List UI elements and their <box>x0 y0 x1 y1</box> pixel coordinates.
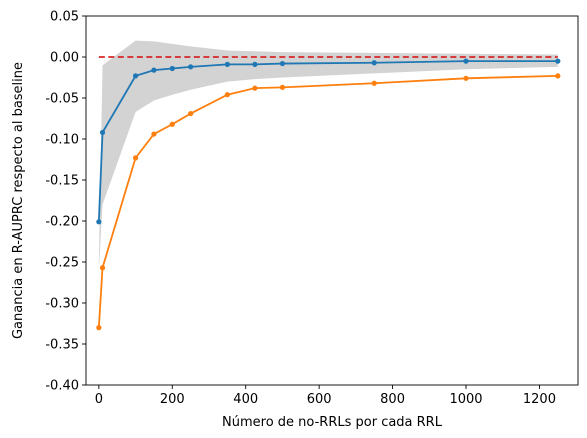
x-tick-label: 800 <box>380 392 405 407</box>
series-2-point <box>188 110 194 117</box>
series-2-point <box>169 121 175 127</box>
y-tick-label: -0.25 <box>45 256 79 271</box>
x-tick-label: 1200 <box>523 392 556 407</box>
series-1-point <box>371 60 377 66</box>
y-tick-label: -0.35 <box>45 338 79 353</box>
confidence-band <box>98 40 558 271</box>
series-1-point <box>188 64 194 70</box>
series-1-point <box>279 60 286 67</box>
y-tick-label: 0.00 <box>50 51 79 66</box>
series-1-point <box>96 219 102 225</box>
y-tick-label: -0.10 <box>45 133 79 148</box>
series-2-point <box>371 80 377 86</box>
x-tick-label: 0 <box>95 392 103 407</box>
series-2-point <box>151 131 157 137</box>
plot-area <box>96 40 561 331</box>
y-tick-label: -0.30 <box>45 297 79 312</box>
series-1-point <box>132 73 139 79</box>
x-tick-label: 400 <box>233 392 258 407</box>
series-2-point <box>99 265 106 271</box>
series-2-point <box>555 73 561 79</box>
series-1-point <box>151 67 157 73</box>
series-2-point <box>96 325 102 331</box>
series-1-point <box>252 61 258 67</box>
y-tick-label: -0.05 <box>45 92 79 107</box>
y-tick-label: -0.40 <box>45 379 79 394</box>
series-2-point <box>132 155 139 161</box>
series-2-line <box>97 74 558 328</box>
x-tick-label: 1000 <box>449 392 482 407</box>
series-1-point <box>463 58 469 64</box>
series-1-point <box>169 65 175 72</box>
axes: 0 200 400 600 800 1000 1200 -0.40 -0.35 -0.30 -0.2… <box>45 10 579 407</box>
y-tick-label: 0.05 <box>50 10 79 25</box>
series-1-point <box>99 129 106 136</box>
series-2-point <box>463 75 469 81</box>
y-tick-label: -0.20 <box>45 215 79 230</box>
series-1-point <box>555 58 561 64</box>
x-axis-label: Número de no-RRLs por cada RRL <box>222 415 443 430</box>
y-axis-label: Ganancia en R-AUPRC respecto al baseline <box>11 62 26 339</box>
series-2-point <box>224 92 230 98</box>
x-tick-label: 200 <box>160 392 185 407</box>
series-1-line <box>97 60 558 222</box>
series-2-point <box>279 84 286 90</box>
series-2-point <box>252 85 258 91</box>
y-tick-label: -0.15 <box>45 174 79 189</box>
plot-frame <box>85 15 579 386</box>
x-tick-label: 600 <box>307 392 332 407</box>
series-1-point <box>224 61 230 67</box>
